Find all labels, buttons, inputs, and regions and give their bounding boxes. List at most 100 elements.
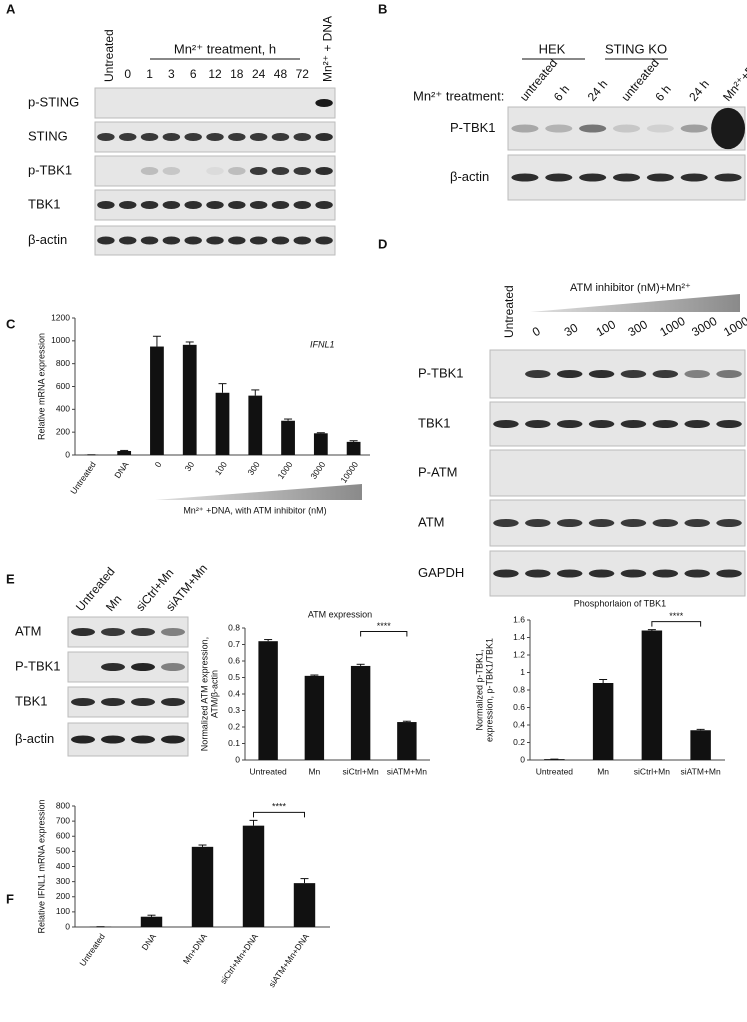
y-tick-label: 0 (65, 921, 70, 931)
panel-letter: C (6, 316, 16, 331)
blot-header: Mn²⁺ treatment: (413, 88, 504, 103)
bar (140, 916, 163, 927)
significance-label: **** (377, 621, 392, 631)
blot-header: ATM inhibitor (nM)+Mn²⁺ (570, 282, 691, 294)
band (652, 370, 679, 378)
lane-label: 10000 (721, 310, 747, 339)
x-tick-label: siATM+Mn (681, 766, 721, 776)
row-label: p-TBK1 (28, 162, 72, 177)
bar (313, 433, 328, 455)
band (714, 173, 742, 182)
band (545, 124, 573, 133)
band (315, 201, 333, 209)
band (140, 236, 159, 245)
row-label: β-actin (28, 232, 67, 247)
chart-title: ATM expression (308, 609, 372, 619)
lane-label: 24 h (585, 77, 611, 104)
band (293, 133, 312, 141)
band (652, 519, 679, 527)
band (684, 519, 710, 527)
row-label: TBK1 (418, 415, 451, 430)
band (588, 519, 615, 527)
error-bar (316, 432, 325, 434)
y-tick-label: 0.1 (228, 738, 240, 748)
lane-label: Mn (103, 592, 124, 614)
significance-label: **** (272, 802, 287, 812)
row-label: P-ATM (418, 464, 457, 479)
band (680, 124, 708, 133)
y-axis-label: Normalized p-TBK1, (474, 649, 484, 730)
group-label: STING KO (605, 41, 667, 56)
y-tick-label: 100 (56, 906, 70, 916)
band (493, 420, 519, 428)
error-bar (599, 679, 608, 683)
band (556, 420, 583, 428)
lane-label: Untreated (102, 29, 116, 82)
band (162, 201, 181, 209)
bar (117, 451, 132, 455)
band (140, 167, 159, 175)
band (588, 370, 615, 378)
y-tick-label: 0.7 (228, 639, 240, 649)
lane-label: 100 (594, 317, 619, 339)
band (131, 735, 155, 744)
band (684, 569, 710, 578)
band (271, 201, 290, 209)
row-label: P-TBK1 (418, 365, 464, 380)
y-tick-label: 300 (56, 876, 70, 886)
bar (346, 441, 361, 455)
y-axis-label: expression, p-TBK1/TBK1 (484, 638, 494, 742)
band (249, 133, 268, 141)
band (315, 99, 333, 107)
lane-label: 48 (274, 67, 288, 81)
band (228, 133, 246, 141)
y-tick-label: 800 (56, 358, 70, 368)
y-tick-label: 1.4 (513, 632, 525, 642)
band (315, 133, 333, 141)
band (162, 167, 181, 175)
bar (592, 683, 614, 760)
panel-letter: D (378, 236, 387, 251)
band (161, 663, 185, 671)
y-tick-label: 0.4 (228, 688, 240, 698)
band (579, 124, 607, 133)
band (525, 370, 551, 378)
band (556, 569, 583, 578)
significance-label: **** (669, 611, 684, 621)
row-label: P-TBK1 (450, 120, 496, 135)
y-tick-label: 800 (56, 800, 70, 810)
error-bar (218, 383, 227, 393)
band (131, 698, 155, 706)
band (131, 628, 155, 636)
band (206, 167, 224, 175)
band (493, 519, 519, 527)
lane-label: 1 (146, 67, 153, 81)
x-tick-label: Mn (308, 766, 320, 776)
bar (150, 346, 164, 455)
error-bar (647, 629, 656, 631)
y-tick-label: 1.2 (513, 649, 525, 659)
band (716, 519, 742, 527)
y-tick-label: 700 (56, 815, 70, 825)
band (716, 370, 742, 378)
band (97, 201, 115, 209)
error-bar (152, 335, 161, 347)
band (206, 201, 224, 209)
lane-label: 24 (252, 67, 266, 81)
band (206, 236, 224, 245)
y-tick-label: 400 (56, 404, 70, 414)
band (716, 569, 742, 578)
y-tick-label: 0 (235, 754, 240, 764)
lane-label: 24 h (686, 77, 712, 104)
x-tick-label: Untreated (249, 766, 287, 776)
panel-letter: B (378, 1, 387, 16)
bar (281, 420, 295, 455)
x-tick-label: 300 (245, 459, 261, 477)
band (271, 236, 290, 245)
band (511, 173, 539, 182)
error-bar (284, 418, 293, 421)
row-label: β-actin (15, 731, 54, 746)
error-bar (264, 639, 273, 642)
band (131, 663, 155, 671)
